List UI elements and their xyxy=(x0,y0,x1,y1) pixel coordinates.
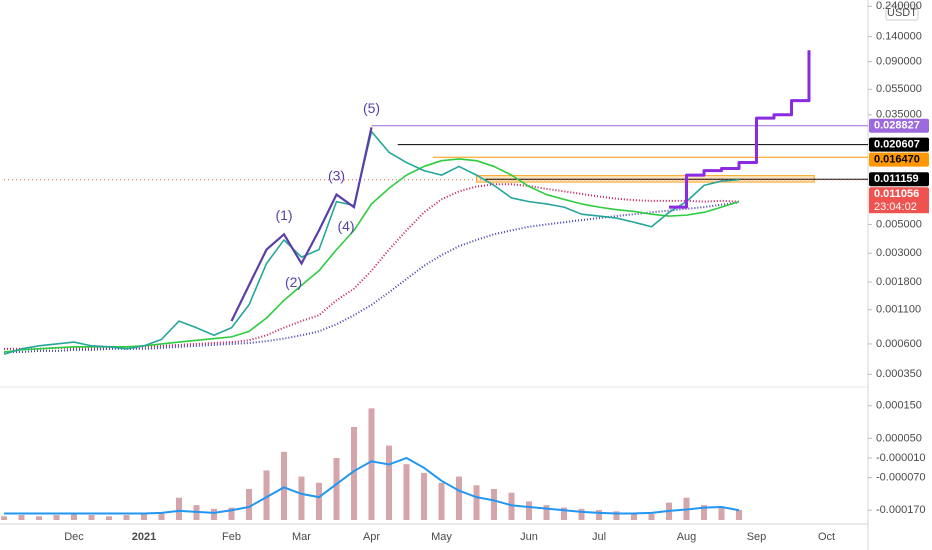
volume-bar xyxy=(298,476,305,520)
volume-bar xyxy=(473,485,480,520)
oscillator-line xyxy=(4,456,740,515)
y-tick-label: -0.000170 xyxy=(876,504,926,516)
volume-bar xyxy=(281,451,287,520)
volume-bar xyxy=(456,476,462,520)
volume-bar xyxy=(736,510,742,520)
volume-bar xyxy=(18,515,25,520)
volume-bar xyxy=(561,507,567,520)
x-tick-label: Jul xyxy=(592,531,606,543)
volume-bar xyxy=(578,508,585,520)
y-tick-label: 0.140000 xyxy=(876,31,922,43)
price-tag xyxy=(869,137,929,152)
x-tick-label: Sep xyxy=(747,531,767,543)
y-tick-label: 0.001100 xyxy=(876,304,921,316)
volume-bar xyxy=(526,501,532,520)
volume-bar xyxy=(543,505,550,520)
volume-bar xyxy=(106,516,112,520)
volume-bar xyxy=(246,489,252,520)
x-tick-label: Oct xyxy=(818,531,835,543)
volume-bar xyxy=(316,482,322,520)
volume-bar xyxy=(333,458,340,520)
price-tag xyxy=(869,187,929,202)
volume-bar xyxy=(351,427,357,520)
y-tick-label: 0.000050 xyxy=(876,432,922,444)
volume-bar xyxy=(211,508,217,520)
volume-bar xyxy=(36,516,42,520)
y-tick-label: 0.000150 xyxy=(876,400,922,412)
y-tick-label: 0.055000 xyxy=(876,83,922,95)
y-tick-label: 0.090000 xyxy=(876,55,922,67)
price-tag xyxy=(869,152,929,167)
volume-bar xyxy=(631,512,637,520)
price-series xyxy=(4,201,740,354)
volume-bar xyxy=(508,492,515,520)
x-tick-label: Apr xyxy=(363,531,380,543)
y-tick-label: -0.000070 xyxy=(876,471,926,483)
price-tag xyxy=(869,172,929,187)
price-tag xyxy=(869,118,929,133)
wave-label: (2) xyxy=(285,274,302,290)
wave-label: (1) xyxy=(275,207,292,223)
wave-label: (3) xyxy=(328,167,345,183)
volume-bar xyxy=(648,513,655,520)
x-tick-label: Aug xyxy=(677,531,697,543)
price-tag-label: 0.028827 xyxy=(874,120,920,132)
y-tick-label: 0.000600 xyxy=(876,338,922,350)
price-tag-label: 0.016470 xyxy=(874,154,920,166)
volume-bar xyxy=(1,516,7,520)
volume-bar xyxy=(701,505,707,520)
x-tick-label: Mar xyxy=(292,531,311,543)
volume-bar xyxy=(158,512,165,520)
countdown: 23:04:02 xyxy=(874,201,917,213)
currency-label: USDT xyxy=(887,7,917,19)
volume-bar xyxy=(123,515,130,520)
price-tag-label: 0.011159 xyxy=(874,173,919,185)
volume-bar xyxy=(491,489,497,520)
price-series xyxy=(3,158,740,353)
wave-line xyxy=(230,127,373,322)
volume-bar xyxy=(718,507,725,520)
currency-box[interactable] xyxy=(885,4,919,21)
volume-bar xyxy=(438,482,445,520)
x-tick-label: Dec xyxy=(64,531,84,543)
wave-label: (4) xyxy=(337,218,354,234)
volume-bar xyxy=(176,497,182,520)
x-tick-label: May xyxy=(431,531,452,543)
x-tick-label: Jun xyxy=(520,531,538,543)
y-tick-label: 0.035000 xyxy=(876,109,922,121)
price-tag-label: 0.011056 xyxy=(874,188,919,200)
y-tick-label: 0.000350 xyxy=(876,368,922,380)
volume-bar xyxy=(421,472,427,520)
price-series xyxy=(669,50,811,209)
wave-label: (5) xyxy=(363,100,380,116)
volume-bar xyxy=(88,515,95,520)
volume-bar xyxy=(386,445,392,520)
volume-bar xyxy=(613,511,620,520)
volume-bar xyxy=(53,515,60,520)
volume-bar xyxy=(141,513,147,520)
volume-bar xyxy=(596,510,602,520)
volume-bar xyxy=(228,507,235,520)
volume-bar xyxy=(403,464,410,520)
volume-bar xyxy=(263,470,270,520)
volume-bar xyxy=(368,408,375,520)
y-tick-label: 0.240000 xyxy=(876,0,922,12)
y-tick-label: 0.001800 xyxy=(876,276,922,288)
y-tick-label: 0.005000 xyxy=(876,218,922,230)
x-tick-label: 2021 xyxy=(132,531,156,543)
volume-bar xyxy=(71,513,77,520)
x-tick-label: Feb xyxy=(222,531,241,543)
countdown-tag xyxy=(869,200,929,214)
y-tick-label: 0.003000 xyxy=(876,247,922,259)
y-tick-label: -0.000010 xyxy=(876,452,926,464)
price-tag-label: 0.020607 xyxy=(874,139,920,151)
